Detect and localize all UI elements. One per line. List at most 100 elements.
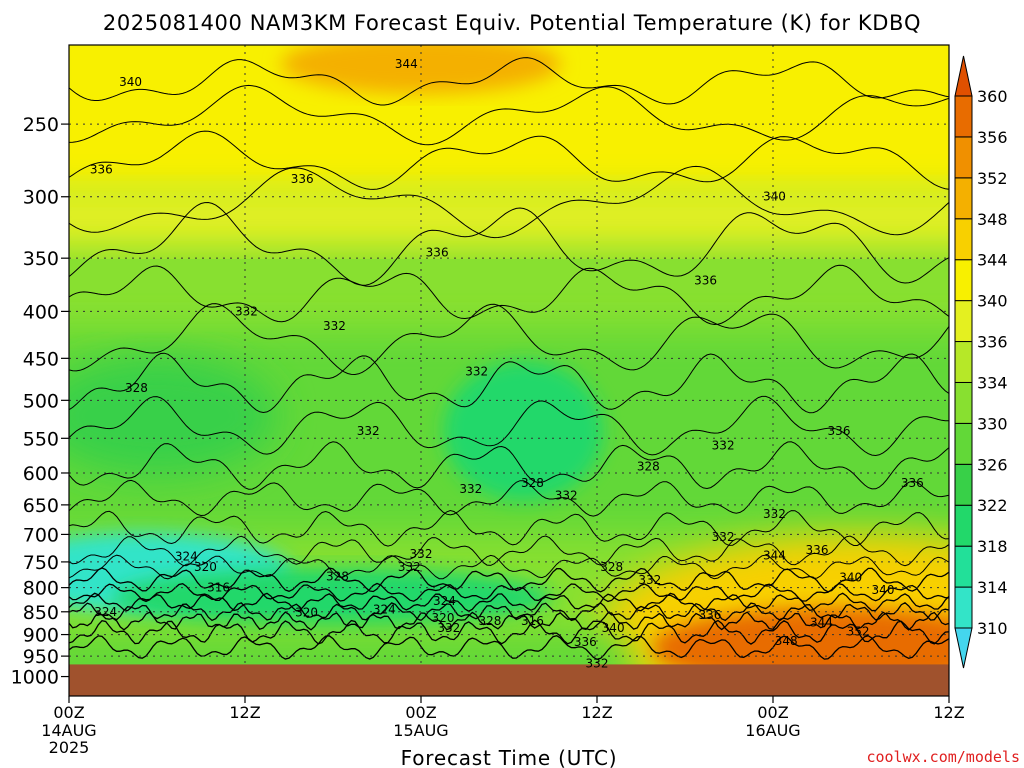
contour-label: 324 bbox=[94, 605, 117, 619]
contour-label: 316 bbox=[207, 581, 230, 595]
contour-label: 336 bbox=[426, 245, 449, 259]
contour-line bbox=[69, 264, 949, 326]
contour-line bbox=[69, 352, 949, 414]
colorbar-label: 326 bbox=[977, 455, 1008, 474]
contour-line bbox=[69, 611, 949, 631]
colorbar-label: 330 bbox=[977, 414, 1008, 433]
contour-label: 328 bbox=[637, 459, 660, 473]
colorbar-segment bbox=[954, 586, 973, 629]
y-axis: 2503003504004505005506006507007508008509… bbox=[11, 114, 69, 689]
contour-label: 348 bbox=[775, 634, 798, 648]
contour-label: 340 bbox=[872, 583, 895, 597]
contour-label: 332 bbox=[763, 507, 786, 521]
plot-area bbox=[69, 45, 949, 696]
field-344-core bbox=[281, 45, 561, 94]
contour-label: 332 bbox=[235, 304, 258, 318]
contour-line bbox=[69, 619, 949, 645]
x-tick-label: 12Z bbox=[933, 703, 964, 722]
contour-label: 332 bbox=[638, 573, 661, 587]
x-tick-date-label: 2025 bbox=[49, 738, 90, 757]
plot-frame bbox=[68, 44, 950, 697]
colorbar-segment bbox=[954, 300, 973, 343]
contour-label: 320 bbox=[194, 560, 217, 574]
contour-lines bbox=[69, 57, 949, 660]
y-tick-label: 800 bbox=[23, 578, 59, 600]
contour-label: 328 bbox=[326, 570, 349, 584]
x-tick-label: 12Z bbox=[229, 703, 260, 722]
contour-label: 344 bbox=[763, 548, 786, 562]
y-tick-label: 650 bbox=[23, 495, 59, 517]
y-tick-label: 400 bbox=[23, 301, 59, 323]
contour-label: 316 bbox=[521, 614, 544, 628]
contour-label: 332 bbox=[437, 621, 460, 635]
theta-e-field bbox=[69, 45, 949, 696]
contour-line bbox=[69, 303, 949, 376]
contour-label: 352 bbox=[847, 624, 870, 638]
colorbar-arrow-top bbox=[954, 55, 973, 97]
colorbar-segment bbox=[954, 95, 973, 138]
contour-line bbox=[69, 165, 949, 239]
contour-label: 328 bbox=[478, 614, 501, 628]
contour-line bbox=[69, 395, 949, 457]
colorbar-label: 344 bbox=[977, 251, 1008, 270]
contour-label: 332 bbox=[410, 547, 433, 561]
contour-line bbox=[69, 554, 949, 580]
y-tick-label: 600 bbox=[23, 463, 59, 485]
colorbar-arrow-bottom bbox=[954, 627, 973, 669]
contour-label: 340 bbox=[763, 190, 786, 204]
x-tick-date-label: 14AUG bbox=[41, 721, 96, 740]
contour-line bbox=[69, 602, 949, 622]
contour-line bbox=[69, 130, 949, 190]
contour-label: 336 bbox=[574, 635, 597, 649]
contour-label: 332 bbox=[465, 364, 488, 378]
contour-label: 332 bbox=[323, 319, 346, 333]
contour-label: 332 bbox=[712, 438, 735, 452]
contour-label: 324 bbox=[433, 594, 456, 608]
contour-label: 332 bbox=[357, 424, 380, 438]
y-tick-label: 900 bbox=[23, 625, 59, 647]
colorbar-segment bbox=[954, 463, 973, 506]
contour-label: 340 bbox=[839, 571, 862, 585]
colorbar-segment bbox=[954, 177, 973, 220]
contour-line bbox=[69, 567, 949, 593]
contour-label: 344 bbox=[810, 615, 833, 629]
contour-line bbox=[69, 634, 949, 660]
y-tick-label: 950 bbox=[23, 646, 59, 668]
contour-label: 336 bbox=[901, 476, 924, 490]
field-mid-left-core bbox=[69, 355, 277, 476]
contour-line bbox=[69, 479, 949, 517]
colorbar-segment bbox=[954, 422, 973, 465]
contour-line bbox=[69, 441, 949, 490]
contour-label: 340 bbox=[602, 621, 625, 635]
x-tick-label: 00Z bbox=[757, 703, 788, 722]
contour-label: 336 bbox=[828, 424, 851, 438]
x-tick-label: 00Z bbox=[53, 703, 84, 722]
chart-title: 2025081400 NAM3KM Forecast Equiv. Potent… bbox=[103, 11, 921, 35]
contour-label: 336 bbox=[291, 172, 314, 186]
colorbar-label: 336 bbox=[977, 333, 1008, 352]
y-tick-label: 550 bbox=[23, 428, 59, 450]
y-tick-label: 850 bbox=[23, 602, 59, 624]
contour-line bbox=[69, 592, 949, 612]
contour-line bbox=[69, 509, 949, 547]
contour-label: 336 bbox=[698, 608, 721, 622]
colorbar: 310 314 318 322 326 330 334 336 340 344 348 352 356 3… bbox=[954, 55, 1008, 669]
colorbar-label: 310 bbox=[977, 619, 1008, 638]
contour-line bbox=[69, 57, 949, 106]
colorbar-label: 318 bbox=[977, 537, 1008, 556]
contour-label: 328 bbox=[125, 381, 148, 395]
y-tick-label: 350 bbox=[23, 248, 59, 270]
x-tick-label: 12Z bbox=[581, 703, 612, 722]
contour-label: 332 bbox=[586, 657, 609, 671]
colorbar-label: 356 bbox=[977, 128, 1008, 147]
y-tick-label: 500 bbox=[23, 390, 59, 412]
y-tick-label: 700 bbox=[23, 524, 59, 546]
x-axis-label: Forecast Time (UTC) bbox=[401, 746, 618, 768]
contour-labels: 344 340 336 336 340 336 336 332 332 332 328 332 336 3… bbox=[90, 57, 924, 671]
contour-label: 328 bbox=[600, 560, 623, 574]
contour-label: 332 bbox=[712, 530, 735, 544]
colorbar-label: 314 bbox=[977, 578, 1008, 597]
colorbar-label: 360 bbox=[977, 87, 1008, 106]
